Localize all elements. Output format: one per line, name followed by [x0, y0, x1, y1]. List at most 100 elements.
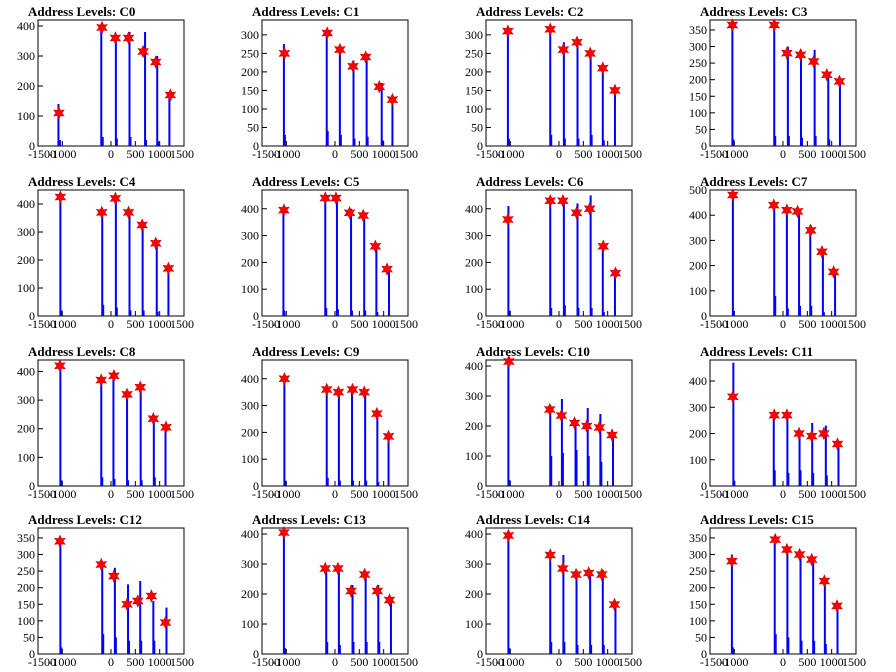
histogram-bar — [812, 557, 815, 654]
histogram-bar — [614, 603, 617, 654]
chart-title: Address Levels: C9 — [252, 344, 360, 359]
y-tick-label: 250 — [689, 56, 707, 70]
histogram-bar — [601, 570, 604, 654]
x-tick-label: 0 — [332, 655, 338, 669]
histogram-bar — [563, 138, 566, 146]
histogram-bar — [787, 136, 790, 146]
histogram-bar — [351, 310, 354, 316]
histogram-bar — [613, 273, 616, 316]
x-tick-label: 0 — [332, 487, 338, 501]
histogram-bar — [562, 555, 565, 654]
x-tick-label: -1000 — [48, 147, 76, 161]
x-tick-label: 500 — [350, 317, 368, 331]
peak-marker — [369, 239, 382, 254]
histogram-bar — [350, 208, 353, 316]
peak-marker — [343, 206, 356, 220]
histogram-bar — [812, 472, 815, 486]
peak-marker — [332, 561, 344, 576]
peak-marker — [769, 532, 782, 547]
histogram-bar — [601, 68, 604, 146]
histogram-bar — [799, 305, 802, 316]
chart-title: Address Levels: C1 — [252, 4, 359, 19]
histogram-bar — [590, 134, 593, 146]
chart-title: Address Levels: C12 — [28, 512, 142, 527]
peak-marker — [359, 50, 372, 64]
histogram-bar — [550, 307, 553, 316]
histogram-bar — [338, 645, 341, 654]
histogram-bar — [140, 480, 143, 486]
y-tick-label: 300 — [17, 393, 35, 407]
chart-title: Address Levels: C5 — [252, 174, 360, 189]
chart-panel: Address Levels: C9 0 100 200 300 400 -1500-100… — [241, 344, 418, 501]
peak-marker — [583, 202, 596, 216]
histogram-bar — [825, 475, 828, 486]
chart-title: Address Levels: C15 — [700, 512, 814, 527]
histogram-bar — [115, 138, 118, 146]
y-tick-label: 0 — [701, 647, 707, 661]
peak-marker — [320, 382, 333, 397]
y-tick-label: 400 — [465, 527, 483, 541]
histogram-bar — [732, 362, 735, 486]
x-tick-label: -1500 — [252, 487, 280, 501]
histogram-bar — [821, 250, 824, 316]
histogram-bar — [549, 555, 552, 654]
x-tick-label: 1000 — [820, 655, 844, 669]
histogram-bar — [365, 642, 368, 654]
x-tick-label: -1000 — [720, 487, 748, 501]
y-tick-label: 400 — [241, 202, 259, 216]
x-tick-label: -1000 — [48, 317, 76, 331]
y-tick-label: 0 — [29, 309, 35, 323]
x-tick-label: 0 — [332, 317, 338, 331]
histogram-bar — [587, 456, 590, 486]
histogram-bar — [338, 45, 341, 146]
x-tick-label: 1000 — [148, 147, 172, 161]
histogram-bar — [732, 310, 735, 316]
histogram-bar — [282, 531, 285, 654]
peak-marker — [727, 390, 739, 404]
histogram-bar — [576, 203, 579, 316]
y-tick-label: 0 — [29, 647, 35, 661]
histogram-bar — [774, 634, 777, 654]
y-tick-label: 350 — [689, 23, 707, 37]
histogram-bar — [508, 480, 511, 486]
x-tick-label: 1500 — [842, 487, 866, 501]
y-tick-label: 0 — [477, 139, 483, 153]
histogram-bar — [129, 137, 132, 146]
y-tick-label: 200 — [241, 255, 259, 269]
y-tick-label: 0 — [253, 647, 259, 661]
histogram-bar — [376, 413, 379, 486]
x-tick-label: 1500 — [618, 317, 642, 331]
histogram-bar — [326, 131, 329, 146]
peak-marker — [568, 416, 581, 430]
histogram-bar — [325, 32, 328, 146]
histogram-bar — [773, 23, 776, 147]
histogram-bar — [507, 363, 510, 486]
x-tick-label: 1500 — [618, 487, 642, 501]
y-tick-label: 50 — [23, 630, 35, 644]
peak-marker — [816, 244, 828, 259]
histogram-bar — [325, 307, 328, 316]
histogram-bar — [139, 385, 142, 486]
peak-marker — [332, 385, 345, 399]
chart-panel: Address Levels: C2 0 50 100 150 200 250 300 -150… — [465, 4, 642, 161]
peak-marker — [571, 35, 583, 49]
histogram-bar — [799, 554, 802, 654]
peak-marker — [502, 528, 515, 543]
histogram-bar — [126, 394, 129, 486]
chart-panel: Address Levels: C1 0 50 100 150 200 250 300 -150… — [241, 4, 418, 161]
x-tick-label: 1500 — [618, 147, 642, 161]
histogram-bar — [813, 49, 816, 147]
peak-marker — [278, 46, 291, 61]
histogram-bar — [115, 307, 118, 316]
y-tick-label: 100 — [17, 450, 35, 464]
histogram-bar — [838, 79, 841, 146]
histogram-bar — [576, 42, 579, 147]
peak-marker — [831, 437, 844, 451]
chart-title: Address Levels: C3 — [700, 4, 808, 19]
peak-marker — [109, 31, 122, 45]
histogram-bar — [391, 97, 394, 146]
histogram-bar — [129, 310, 132, 316]
x-tick-label: -1500 — [28, 487, 56, 501]
x-tick-label: 0 — [556, 487, 562, 501]
y-tick-label: 300 — [689, 40, 707, 54]
